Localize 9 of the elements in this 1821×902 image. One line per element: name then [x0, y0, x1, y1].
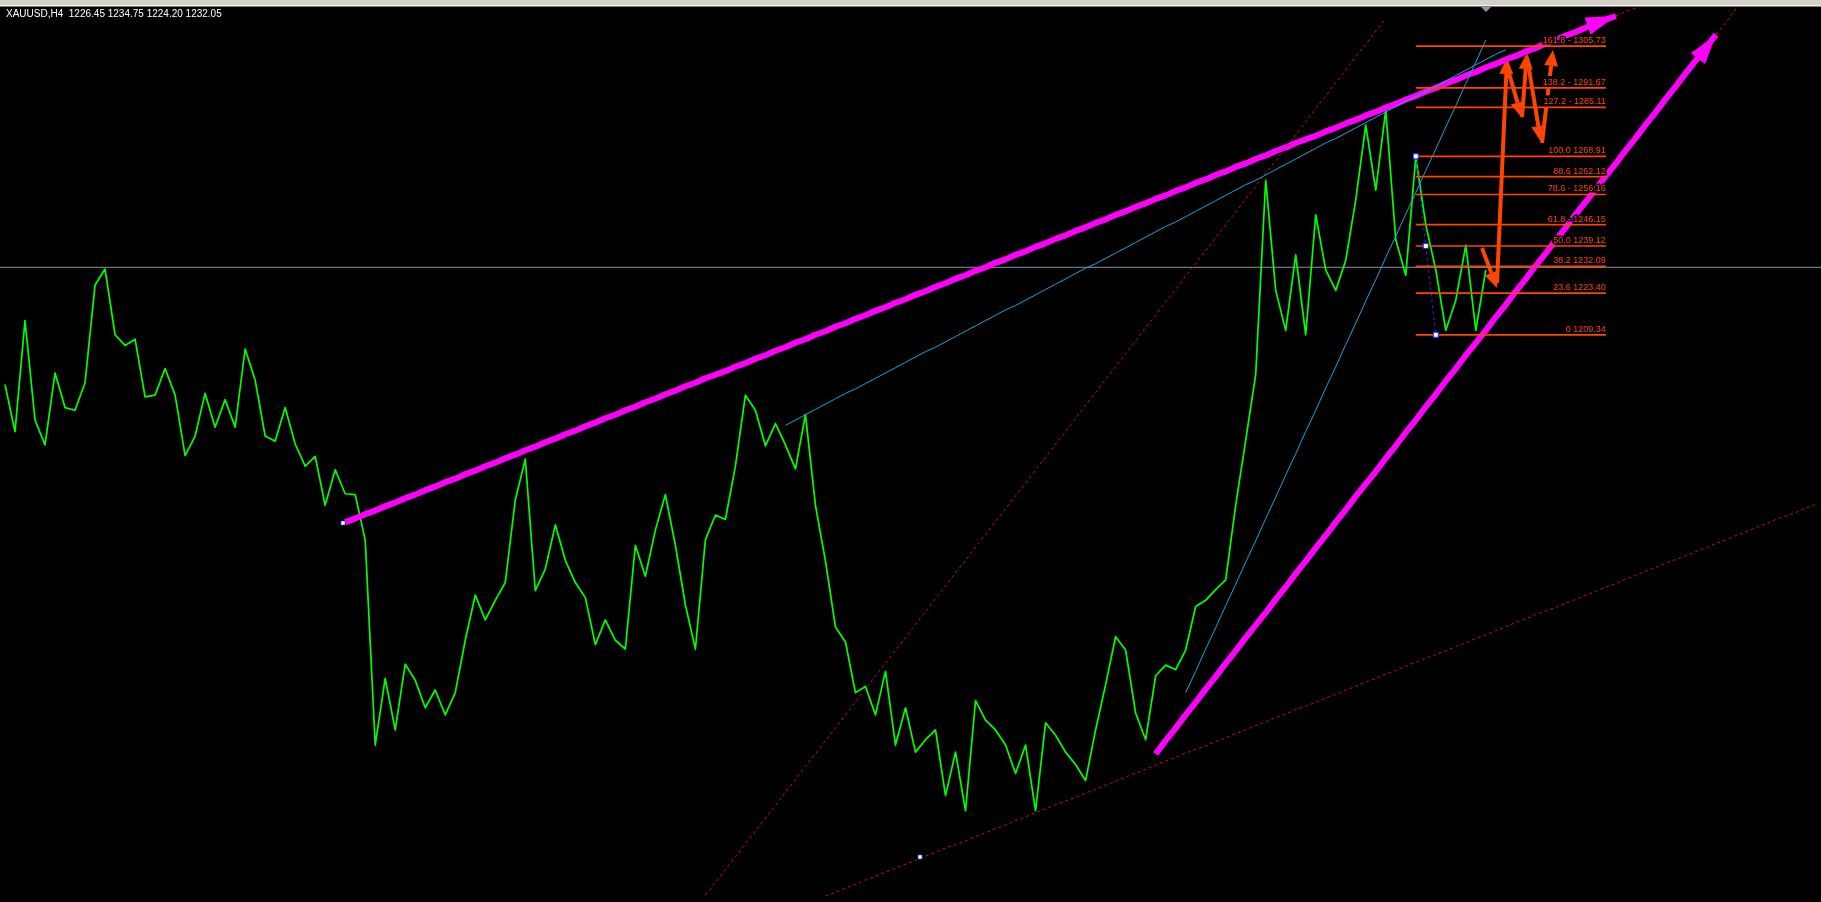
- series-label: 61.8 - 1246.15: [1547, 213, 1606, 224]
- legend-label: 138.2 - 1291.67: [1542, 76, 1606, 87]
- series-label: 38.2 1232.09: [1553, 255, 1606, 266]
- series-label: 0 1209.34: [1565, 323, 1606, 334]
- series-label: 23.6 1223.40: [1553, 282, 1606, 293]
- series-label: 88.6 1262.12: [1553, 165, 1606, 176]
- chart-title: XAUUSD,H4 1226.45 1234.75 1224.20 1232.05: [6, 8, 222, 20]
- series-label: 100.0 1268.91: [1548, 145, 1606, 156]
- series-label: 127.2 - 1285.11: [1543, 96, 1606, 107]
